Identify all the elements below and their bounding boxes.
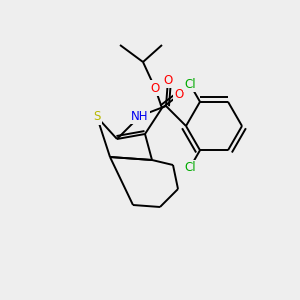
Text: Cl: Cl xyxy=(184,78,196,91)
Text: S: S xyxy=(93,110,101,124)
Text: O: O xyxy=(164,74,172,86)
Text: O: O xyxy=(174,88,184,101)
Text: Cl: Cl xyxy=(184,161,196,174)
Text: O: O xyxy=(150,82,160,94)
Text: NH: NH xyxy=(131,110,149,122)
